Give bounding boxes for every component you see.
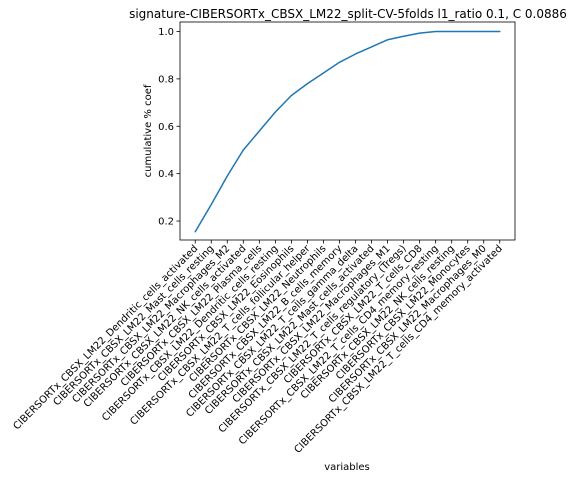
x-axis-label: variables [324, 462, 370, 473]
chart-title: signature-CIBERSORTx_CBSX_LM22_split-CV-… [129, 7, 567, 21]
y-tick-label: 1.0 [158, 27, 174, 38]
y-axis-label: cumulative % coef [143, 84, 154, 177]
y-tick-label: 0.4 [158, 169, 174, 180]
y-axis-ticks: 0.2 0.4 0.6 0.8 1.0 [158, 27, 180, 228]
series-line [194, 30, 501, 233]
y-tick-label: 0.2 [158, 217, 174, 228]
y-tick-label: 0.6 [158, 122, 174, 133]
plot-area-frame [179, 21, 516, 241]
y-tick-label: 0.8 [158, 74, 174, 85]
